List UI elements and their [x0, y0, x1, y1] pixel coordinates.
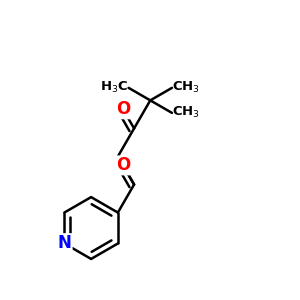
Text: N: N: [57, 235, 71, 253]
Text: O: O: [116, 100, 130, 118]
Text: O: O: [116, 156, 130, 174]
Text: CH$_3$: CH$_3$: [172, 80, 200, 95]
Text: CH$_3$: CH$_3$: [172, 105, 200, 120]
Text: H$_3$C: H$_3$C: [100, 80, 129, 95]
